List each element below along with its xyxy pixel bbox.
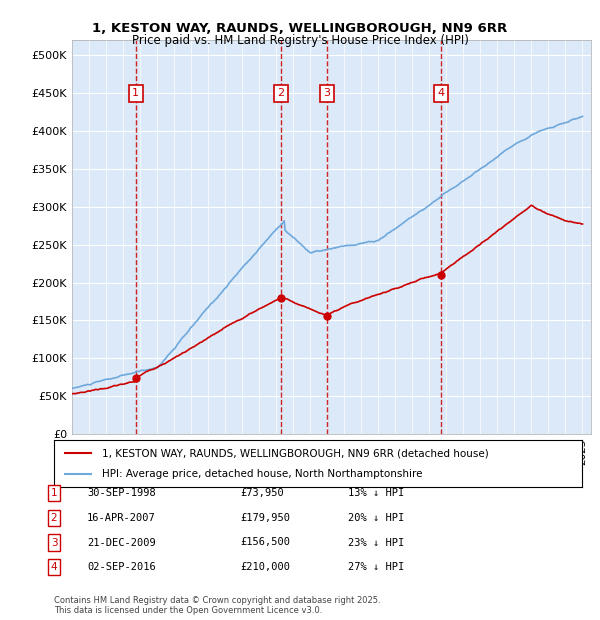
Text: 3: 3 bbox=[50, 538, 58, 547]
Text: Contains HM Land Registry data © Crown copyright and database right 2025.
This d: Contains HM Land Registry data © Crown c… bbox=[54, 596, 380, 615]
Text: £156,500: £156,500 bbox=[240, 538, 290, 547]
Text: HPI: Average price, detached house, North Northamptonshire: HPI: Average price, detached house, Nort… bbox=[101, 469, 422, 479]
Text: 13% ↓ HPI: 13% ↓ HPI bbox=[348, 488, 404, 498]
Text: 2: 2 bbox=[50, 513, 58, 523]
Text: 3: 3 bbox=[323, 88, 330, 99]
Text: 23% ↓ HPI: 23% ↓ HPI bbox=[348, 538, 404, 547]
Text: 30-SEP-1998: 30-SEP-1998 bbox=[87, 488, 156, 498]
Text: 21-DEC-2009: 21-DEC-2009 bbox=[87, 538, 156, 547]
Text: £210,000: £210,000 bbox=[240, 562, 290, 572]
Text: Price paid vs. HM Land Registry's House Price Index (HPI): Price paid vs. HM Land Registry's House … bbox=[131, 34, 469, 47]
Text: 4: 4 bbox=[437, 88, 445, 99]
Text: £73,950: £73,950 bbox=[240, 488, 284, 498]
Text: 27% ↓ HPI: 27% ↓ HPI bbox=[348, 562, 404, 572]
Text: 1, KESTON WAY, RAUNDS, WELLINGBOROUGH, NN9 6RR: 1, KESTON WAY, RAUNDS, WELLINGBOROUGH, N… bbox=[92, 22, 508, 35]
Text: 4: 4 bbox=[50, 562, 58, 572]
Text: 1, KESTON WAY, RAUNDS, WELLINGBOROUGH, NN9 6RR (detached house): 1, KESTON WAY, RAUNDS, WELLINGBOROUGH, N… bbox=[101, 448, 488, 458]
Text: £179,950: £179,950 bbox=[240, 513, 290, 523]
Text: 20% ↓ HPI: 20% ↓ HPI bbox=[348, 513, 404, 523]
Text: 2: 2 bbox=[278, 88, 284, 99]
Text: 1: 1 bbox=[133, 88, 139, 99]
Text: 1: 1 bbox=[50, 488, 58, 498]
Text: 02-SEP-2016: 02-SEP-2016 bbox=[87, 562, 156, 572]
Text: 16-APR-2007: 16-APR-2007 bbox=[87, 513, 156, 523]
